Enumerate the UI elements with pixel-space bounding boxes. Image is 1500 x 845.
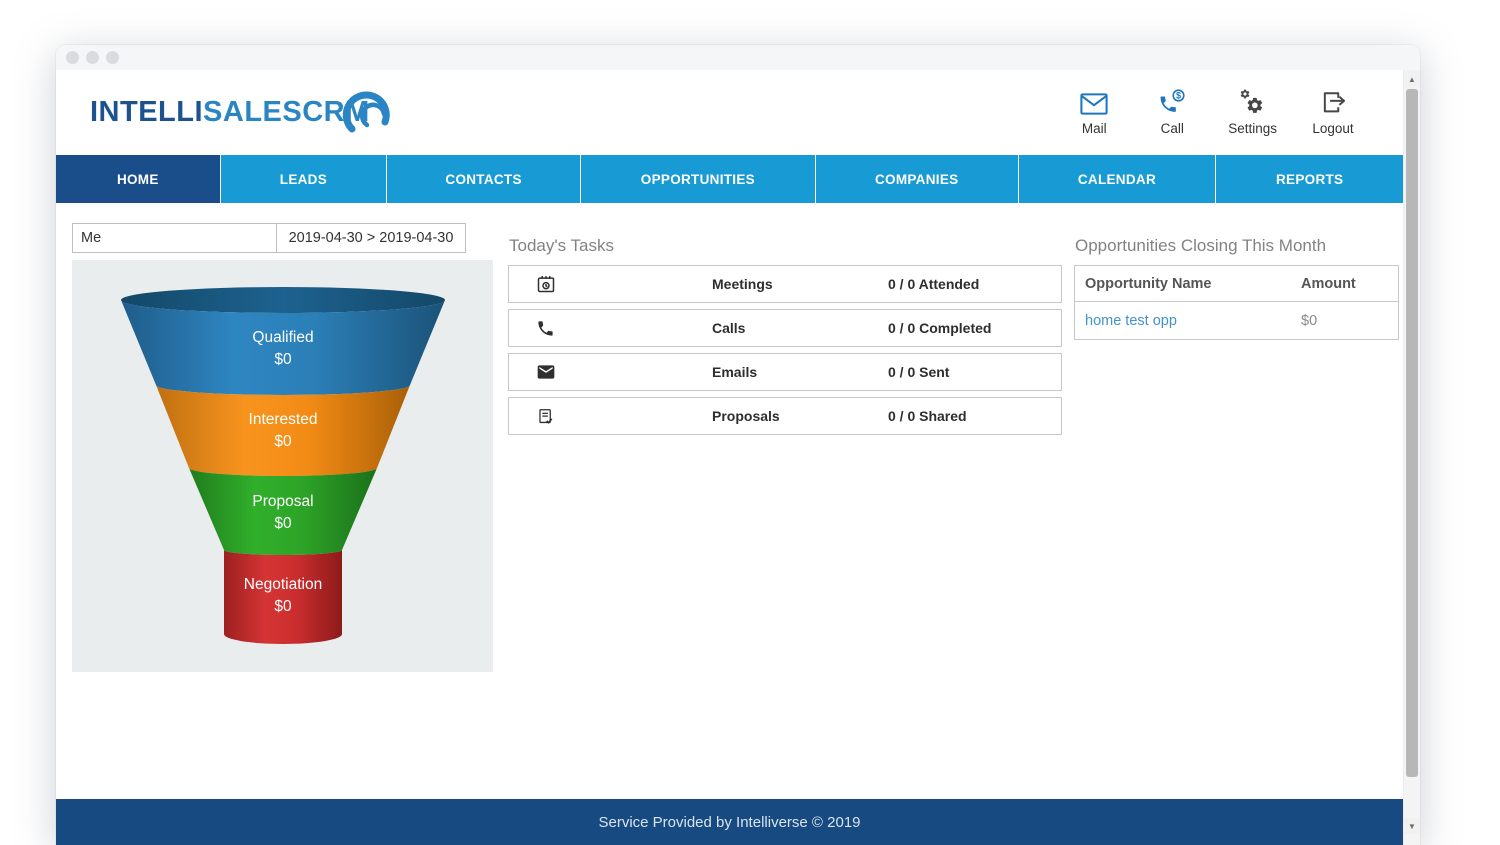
funnel-stage-value: $0 [274, 515, 292, 532]
opportunity-amount: $0 [1301, 312, 1318, 329]
funnel-stage-label: Proposal [252, 493, 313, 510]
funnel-segment-proposal [189, 468, 377, 555]
sales-funnel-chart: Qualified $0 Interested $0 Proposal $0 N… [121, 287, 445, 644]
opportunities-column: Opportunities Closing This Month Opportu… [1074, 223, 1399, 340]
funnel-segment-qualified [121, 300, 445, 395]
task-status: 0 / 0 Completed [888, 320, 992, 336]
opportunities-section-title: Opportunities Closing This Month [1075, 236, 1327, 255]
date-range-picker[interactable]: 2019-04-30 > 2019-04-30 [276, 223, 466, 253]
main-nav: HOME LEADS CONTACTS OPPORTUNITIES COMPAN… [56, 155, 1403, 203]
mail-label: Mail [1081, 121, 1107, 136]
funnel-segment-negotiation [224, 550, 342, 644]
svg-text:$: $ [1176, 91, 1181, 101]
nav-tab-reports[interactable]: REPORTS [1216, 155, 1403, 203]
opportunities-table-header: Opportunity Name Amount [1075, 266, 1398, 302]
page-scrollbar[interactable]: ▲ ▼ [1403, 70, 1420, 845]
funnel-stage-value: $0 [274, 598, 292, 615]
app-window: ▲ ▼ INTELLISALESCRM [56, 45, 1420, 845]
email-icon [509, 362, 712, 382]
nav-tab-companies[interactable]: COMPANIES [815, 155, 1018, 203]
dashboard-content: Me 2019-04-30 > 2019-04-30 [56, 203, 1403, 796]
brand-swoosh-icon [342, 91, 390, 133]
task-status: 0 / 0 Shared [888, 408, 967, 424]
funnel-stage-label: Negotiation [244, 576, 322, 593]
owner-filter-select[interactable]: Me [72, 223, 277, 253]
calendar-icon [509, 274, 712, 294]
logout-icon [1319, 88, 1347, 116]
page-footer: Service Provided by Intelliverse © 2019 [56, 799, 1403, 845]
logout-button[interactable]: Logout [1311, 88, 1355, 136]
tasks-section-title: Today's Tasks [509, 236, 614, 255]
footer-text: Service Provided by Intelliverse © 2019 [598, 813, 861, 831]
top-bar: INTELLISALESCRM Mail [56, 70, 1403, 155]
funnel-stage-label: Interested [249, 411, 318, 428]
opportunities-table: Opportunity Name Amount home test opp $0 [1074, 265, 1399, 340]
call-button[interactable]: $ Call [1150, 88, 1194, 136]
task-label: Emails [712, 364, 758, 380]
nav-tab-contacts[interactable]: CONTACTS [387, 155, 580, 203]
call-icon: $ [1157, 88, 1187, 116]
settings-button[interactable]: Settings [1228, 88, 1277, 136]
phone-icon [509, 319, 712, 338]
logout-label: Logout [1312, 121, 1354, 136]
task-label: Meetings [712, 276, 773, 292]
funnel-column: Me 2019-04-30 > 2019-04-30 [72, 223, 493, 672]
task-row-calls[interactable]: Calls 0 / 0 Completed [508, 309, 1062, 347]
table-row: home test opp $0 [1075, 302, 1398, 339]
header-actions: Mail $ Call [1072, 88, 1355, 136]
scrollbar-thumb[interactable] [1406, 89, 1418, 777]
task-row-emails[interactable]: Emails 0 / 0 Sent [508, 353, 1062, 391]
scroll-down-arrow-icon[interactable]: ▼ [1404, 818, 1420, 834]
settings-label: Settings [1228, 121, 1277, 136]
mail-button[interactable]: Mail [1072, 88, 1116, 136]
tasks-column: Today's Tasks Meetings 0 / 0 Attended [508, 223, 1062, 441]
nav-tab-opportunities[interactable]: OPPORTUNITIES [580, 155, 815, 203]
brand-logo: INTELLISALESCRM [90, 91, 390, 133]
gear-icon [1238, 88, 1268, 116]
column-header-name: Opportunity Name [1085, 275, 1212, 292]
window-minimize-button[interactable] [86, 51, 99, 64]
call-label: Call [1160, 121, 1184, 136]
funnel-filters: Me 2019-04-30 > 2019-04-30 [72, 223, 493, 253]
sales-funnel-panel: Qualified $0 Interested $0 Proposal $0 N… [72, 260, 493, 672]
task-label: Calls [712, 320, 746, 336]
nav-tab-calendar[interactable]: CALENDAR [1018, 155, 1216, 203]
task-label: Proposals [712, 408, 780, 424]
task-status: 0 / 0 Sent [888, 364, 950, 380]
task-status: 0 / 0 Attended [888, 276, 980, 292]
nav-tab-leads[interactable]: LEADS [220, 155, 387, 203]
window-close-button[interactable] [66, 51, 79, 64]
mail-icon [1079, 88, 1109, 116]
funnel-top-rim [121, 287, 445, 313]
scroll-up-arrow-icon[interactable]: ▲ [1404, 71, 1420, 87]
funnel-stage-value: $0 [274, 351, 292, 368]
column-header-amount: Amount [1301, 275, 1356, 292]
task-row-proposals[interactable]: Proposals 0 / 0 Shared [508, 397, 1062, 435]
funnel-stage-label: Qualified [252, 329, 313, 346]
brand-prefix: INTELLI [90, 96, 204, 128]
task-row-meetings[interactable]: Meetings 0 / 0 Attended [508, 265, 1062, 303]
funnel-segment-interested [156, 385, 410, 476]
nav-tab-home[interactable]: HOME [56, 155, 220, 203]
window-maximize-button[interactable] [106, 51, 119, 64]
brand-suffix: CRM [302, 96, 370, 128]
crm-page: INTELLISALESCRM Mail [56, 70, 1403, 845]
funnel-stage-value: $0 [274, 433, 292, 450]
window-titlebar [56, 45, 1420, 70]
proposal-icon [509, 407, 712, 426]
brand-middle: SALES [203, 96, 303, 128]
opportunity-link[interactable]: home test opp [1085, 312, 1177, 329]
